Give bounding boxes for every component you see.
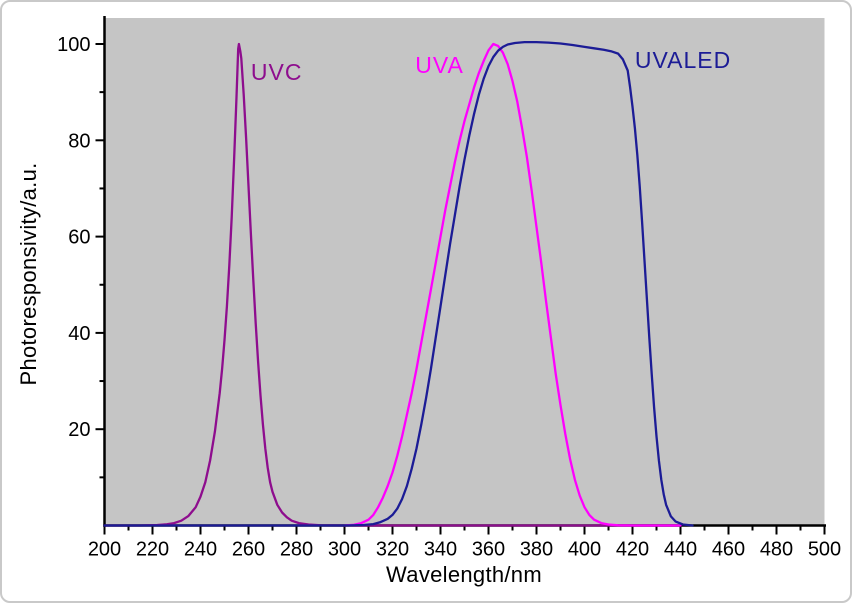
x-tick-label: 500 xyxy=(808,539,841,561)
y-tick-label: 100 xyxy=(57,34,90,56)
series-uvaled xyxy=(103,40,694,527)
x-tick-label: 220 xyxy=(136,539,169,561)
x-tick-label: 300 xyxy=(328,539,361,561)
y-axis-title: Photoresponsivity/a.u. xyxy=(16,162,41,386)
x-tick-label: 440 xyxy=(664,539,697,561)
y-tick-label: 20 xyxy=(68,419,90,441)
y-tick-label: 40 xyxy=(68,323,90,345)
x-tick-label: 280 xyxy=(280,539,313,561)
series-uva xyxy=(343,42,682,527)
curve-label-uvc: UVC xyxy=(251,59,303,85)
curve-label-uva: UVA xyxy=(415,52,464,78)
x-tick-label: 260 xyxy=(232,539,265,561)
x-tick-label: 240 xyxy=(184,539,217,561)
x-tick-label: 400 xyxy=(568,539,601,561)
x-tick-label: 340 xyxy=(424,539,457,561)
x-tick-label: 360 xyxy=(472,539,505,561)
plot-area xyxy=(104,18,825,526)
x-tick-label: 480 xyxy=(760,539,793,561)
y-tick-label: 60 xyxy=(68,227,90,249)
x-axis-title: Wavelength/nm xyxy=(386,562,542,587)
x-tick-label: 460 xyxy=(712,539,745,561)
x-tick-label: 380 xyxy=(520,539,553,561)
x-tick-label: 420 xyxy=(616,539,649,561)
y-tick-label: 80 xyxy=(68,130,90,152)
curve-label-uvaled: UVALED xyxy=(635,47,731,73)
x-tick-label: 320 xyxy=(376,539,409,561)
series-uvc xyxy=(103,42,682,527)
x-tick-label: 200 xyxy=(88,539,121,561)
